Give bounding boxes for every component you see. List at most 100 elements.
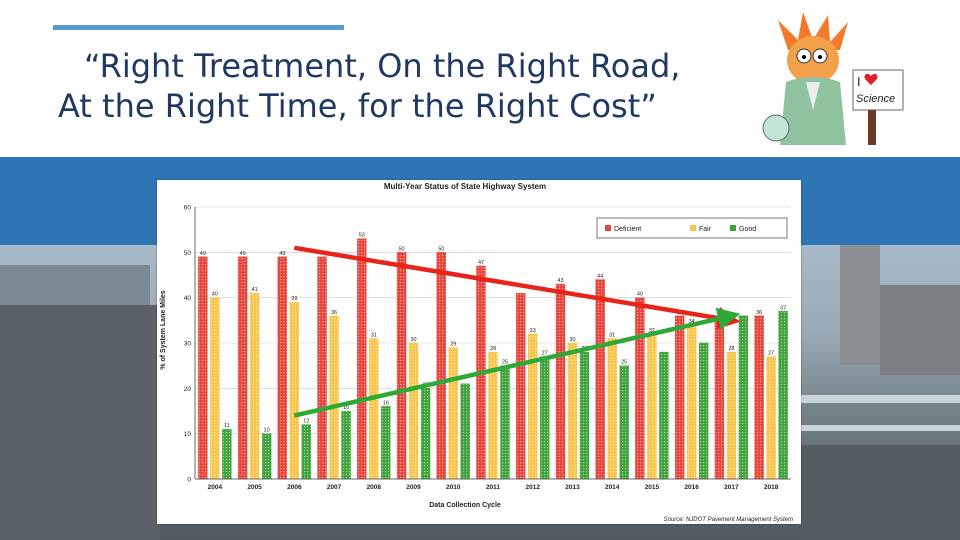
data-label: 36 (331, 310, 337, 316)
x-tick-label: 2014 (605, 484, 620, 491)
x-tick-label: 2011 (486, 484, 500, 491)
data-label: 31 (609, 332, 615, 338)
data-label: 40 (637, 292, 643, 298)
data-label: 33 (530, 328, 536, 334)
data-label: 47 (478, 260, 484, 266)
bar-good-2015 (659, 351, 669, 480)
bar-fair-2005 (249, 292, 260, 480)
x-tick-label: 2018 (764, 484, 779, 491)
bar-fair-2008 (369, 338, 379, 480)
data-label: 30 (569, 337, 575, 343)
data-label: 29 (450, 342, 456, 348)
data-label: 53 (359, 233, 365, 239)
data-label: 40 (212, 292, 218, 298)
bar-good-2009 (420, 388, 431, 480)
bar-fair-2010 (448, 347, 458, 480)
legend-swatch-fair (690, 225, 696, 231)
sign-text-i: I (857, 74, 861, 89)
data-label: 50 (398, 246, 404, 252)
beaker-mascot-image: I Science (762, 12, 904, 145)
data-label: 43 (557, 278, 563, 284)
data-label: 27 (542, 351, 548, 357)
bar-fair-2004 (210, 297, 220, 480)
axes: 0 10 20 30 40 50 60 2004 2005 2006 2007 2008 2009 201… (184, 205, 791, 491)
bar-fair-2017 (726, 351, 737, 480)
x-tick-label: 2009 (406, 484, 421, 491)
sign-text-science: Science (856, 93, 895, 105)
data-label: 12 (303, 419, 309, 425)
data-label: 36 (716, 310, 722, 316)
x-tick-label: 2004 (208, 484, 223, 491)
y-tick-label: 40 (184, 295, 192, 302)
data-label: 34 (689, 319, 695, 325)
data-label: 25 (502, 360, 508, 366)
bar-deficient-2009 (396, 252, 407, 480)
data-label: 30 (410, 337, 416, 343)
y-tick-label: 50 (184, 250, 192, 257)
x-tick-label: 2008 (367, 484, 382, 491)
bar-fair-2006 (289, 301, 300, 480)
data-label: 10 (264, 428, 270, 434)
bar-deficient-2010 (436, 252, 446, 480)
bar-deficient-2004 (198, 256, 208, 480)
bar-chart: Multi-Year Status of State Highway Syste… (160, 182, 793, 523)
y-tick-label: 60 (184, 205, 192, 212)
data-label: 50 (438, 246, 444, 252)
bar-good-2016 (698, 342, 709, 480)
bar-fair-2012 (528, 333, 538, 480)
y-tick-label: 30 (184, 341, 192, 348)
bar-deficient-2005 (237, 256, 248, 480)
bar-fair-2009 (408, 342, 419, 480)
bar-fair-2014 (607, 338, 617, 480)
x-tick-label: 2013 (565, 484, 580, 491)
x-tick-label: 2012 (525, 484, 540, 491)
title-line-1: “Right Treatment, On the Right Road, (84, 47, 681, 85)
bar-good-2011 (500, 365, 510, 480)
slide-title: “Right Treatment, On the Right Road, At … (58, 46, 778, 126)
data-label: 41 (252, 287, 258, 293)
legend-fair: Fair (699, 226, 712, 233)
bar-good-2007 (341, 410, 351, 480)
bar-good-2006 (301, 424, 312, 480)
bar-good-2004 (222, 428, 232, 480)
bar-deficient-2016 (674, 315, 685, 480)
bar-deficient-2015 (635, 297, 645, 480)
data-label: 11 (224, 423, 230, 429)
bar-good-2010 (460, 383, 470, 480)
chart-source: Source: NJDOT Pavement Management System (664, 517, 793, 523)
data-label: 28 (728, 346, 734, 352)
data-label: 15 (343, 405, 349, 411)
trend-arrows (293, 245, 741, 418)
bars (198, 238, 788, 480)
data-label: 44 (597, 274, 603, 280)
x-tick-label: 2015 (645, 484, 660, 491)
legend-good: Good (739, 226, 756, 233)
legend: Deficient Fair Good (596, 217, 788, 239)
legend-swatch-good (730, 225, 736, 231)
bar-good-2017 (738, 315, 749, 480)
data-label: 49 (279, 251, 285, 257)
trend-arrow-0 (293, 245, 741, 330)
chart-title: Multi-Year Status of State Highway Syste… (384, 182, 546, 191)
data-label: 31 (371, 332, 377, 338)
data-label: 25 (621, 360, 627, 366)
x-tick-label: 2017 (724, 484, 739, 491)
x-axis-label: Data Collection Cycle (429, 502, 501, 509)
data-label: 28 (490, 346, 496, 352)
bar-deficient-2018 (754, 315, 764, 480)
data-label: 49 (240, 251, 246, 257)
x-tick-label: 2010 (446, 484, 461, 491)
bar-good-2014 (619, 365, 629, 480)
x-tick-label: 2005 (247, 484, 262, 491)
y-tick-label: 20 (184, 386, 192, 393)
bar-deficient-2013 (555, 283, 566, 480)
data-label: 39 (291, 296, 297, 302)
chart-image: Multi-Year Status of State Highway Syste… (157, 180, 801, 524)
bar-good-2008 (381, 406, 391, 480)
heart-icon (864, 73, 878, 85)
bar-fair-2013 (567, 342, 578, 480)
bar-fair-2018 (766, 356, 776, 480)
bar-fair-2007 (329, 315, 339, 480)
y-tick-label: 0 (187, 477, 191, 484)
title-line-2: At the Right Time, for the Right Cost” (58, 87, 657, 125)
